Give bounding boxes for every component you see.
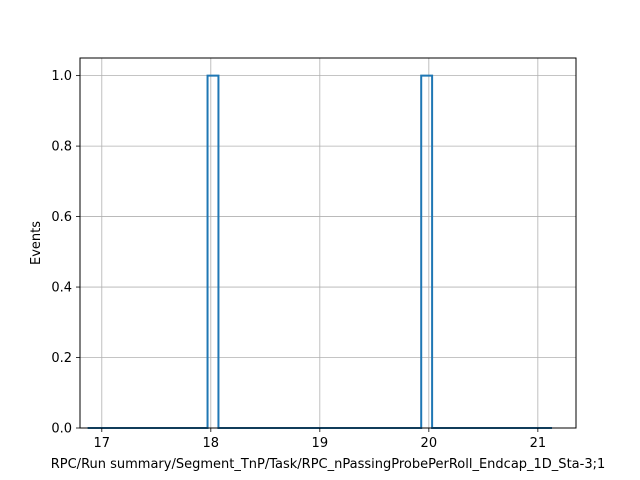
- x-axis: 17 18 19 20 21: [94, 428, 547, 451]
- x-axis-label: RPC/Run summary/Segment_TnP/Task/RPC_nPa…: [51, 457, 606, 472]
- x-tick-label: 20: [421, 436, 438, 451]
- x-tick-label: 17: [94, 436, 111, 451]
- plot-frame: [79, 57, 577, 429]
- y-tick-label: 0.6: [51, 210, 72, 225]
- y-tick-label: 0.0: [51, 422, 72, 437]
- y-tick-label: 0.4: [51, 281, 72, 296]
- y-tick-label: 0.8: [51, 140, 72, 155]
- y-axis-label: Events: [29, 221, 44, 265]
- grid-lines: [80, 58, 576, 429]
- y-tick-label: 0.2: [51, 351, 72, 366]
- x-tick-label: 19: [312, 436, 329, 451]
- y-axis: 0.0 0.2 0.4 0.6 0.8 1.0: [51, 69, 80, 437]
- x-tick-label: 21: [530, 436, 547, 451]
- y-tick-label: 1.0: [51, 69, 72, 84]
- x-tick-label: 18: [203, 436, 220, 451]
